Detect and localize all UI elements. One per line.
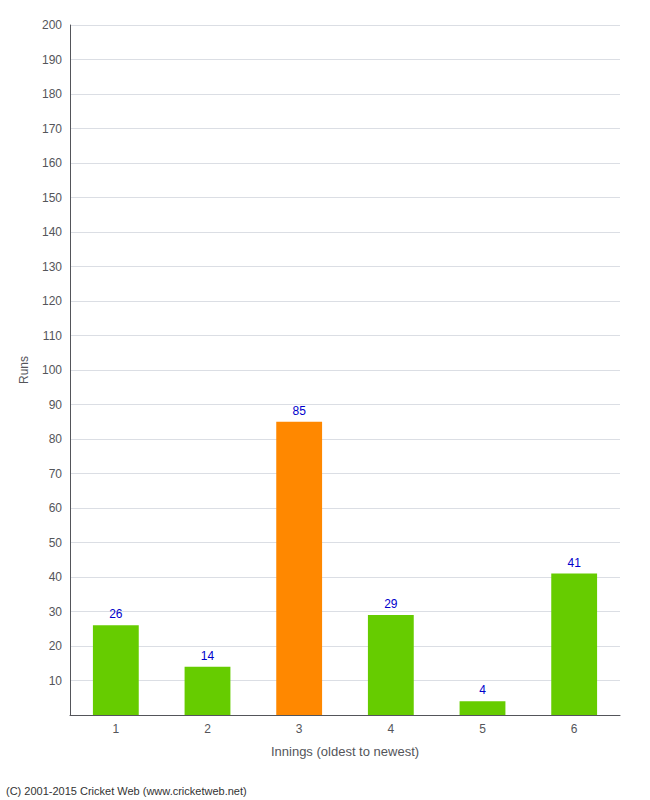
svg-text:4: 4 (387, 722, 394, 736)
svg-text:30: 30 (49, 605, 63, 619)
svg-text:10: 10 (49, 674, 63, 688)
svg-text:70: 70 (49, 467, 63, 481)
svg-text:26: 26 (109, 607, 123, 621)
svg-text:(C) 2001-2015 Cricket Web (www: (C) 2001-2015 Cricket Web (www.cricketwe… (6, 785, 247, 797)
svg-text:4: 4 (479, 683, 486, 697)
svg-text:60: 60 (49, 501, 63, 515)
svg-text:100: 100 (42, 363, 62, 377)
svg-text:140: 140 (42, 225, 62, 239)
svg-text:Innings (oldest to newest): Innings (oldest to newest) (271, 744, 419, 759)
svg-text:40: 40 (49, 570, 63, 584)
svg-text:190: 190 (42, 53, 62, 67)
svg-text:6: 6 (571, 722, 578, 736)
svg-text:3: 3 (296, 722, 303, 736)
svg-text:120: 120 (42, 294, 62, 308)
svg-text:130: 130 (42, 260, 62, 274)
svg-text:14: 14 (201, 649, 215, 663)
svg-text:160: 160 (42, 156, 62, 170)
svg-text:90: 90 (49, 398, 63, 412)
svg-text:180: 180 (42, 87, 62, 101)
svg-text:29: 29 (384, 597, 398, 611)
svg-text:50: 50 (49, 536, 63, 550)
svg-text:2: 2 (204, 722, 211, 736)
svg-text:20: 20 (49, 639, 63, 653)
svg-text:150: 150 (42, 191, 62, 205)
svg-text:41: 41 (567, 556, 581, 570)
svg-text:170: 170 (42, 122, 62, 136)
svg-text:1: 1 (112, 722, 119, 736)
svg-text:5: 5 (479, 722, 486, 736)
svg-text:Runs: Runs (17, 356, 31, 384)
svg-text:80: 80 (49, 432, 63, 446)
svg-text:85: 85 (292, 404, 306, 418)
svg-text:110: 110 (43, 329, 62, 343)
svg-text:200: 200 (42, 18, 62, 32)
